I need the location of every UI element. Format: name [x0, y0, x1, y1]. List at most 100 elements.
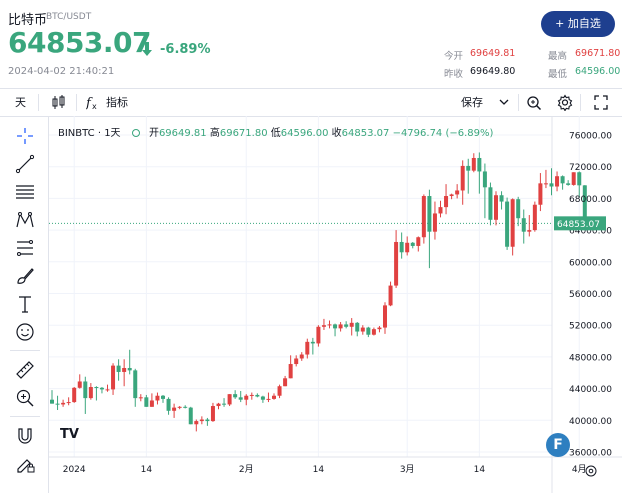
draw-lock-icon[interactable]: [14, 453, 36, 475]
asset-name: 比特币: [8, 13, 48, 28]
candle-body: [399, 241, 404, 253]
candle-body: [227, 394, 232, 405]
candle-body: [532, 204, 537, 231]
last-price-badge: [554, 216, 606, 231]
candle-body: [260, 396, 265, 400]
axis-settings-icon: [588, 468, 594, 474]
ruler-icon[interactable]: [14, 359, 36, 381]
candle-body: [321, 325, 326, 327]
zoom-in-icon[interactable]: [14, 387, 36, 409]
zoom-search-icon[interactable]: [526, 94, 542, 111]
gear-icon[interactable]: [557, 94, 573, 111]
legend-close-value: 64853.07: [341, 128, 390, 139]
floating-badge[interactable]: F: [546, 433, 570, 457]
candle-body: [88, 387, 93, 399]
candle-body: [516, 199, 521, 219]
high-label: 最高: [548, 51, 568, 62]
magnet-icon[interactable]: [14, 425, 36, 447]
candle-body: [566, 183, 571, 185]
candle-body: [499, 195, 504, 202]
price-chart[interactable]: 36000.00 40000.00 44000.00 48000.00 52000.00…: [49, 116, 622, 493]
horizontal-lines-icon[interactable]: [14, 181, 36, 203]
toolbar-divider: [518, 94, 519, 111]
axis-settings-icon: [585, 465, 597, 477]
toolbar-divider: [76, 94, 77, 111]
y-tick-label: 72000.00: [569, 163, 612, 173]
emoji-icon[interactable]: [14, 321, 36, 343]
fullscreen-icon[interactable]: [593, 94, 609, 111]
interval-button[interactable]: 天: [15, 96, 26, 109]
candle-body: [77, 381, 82, 388]
candle-body: [144, 397, 149, 407]
legend-symbol: BINBTC · 1天: [58, 128, 121, 139]
candle-body: [432, 213, 437, 232]
candle-body: [233, 394, 238, 398]
legend-change: −4796.74 (−6.89%): [392, 128, 494, 139]
candle-body: [161, 395, 165, 399]
candle-body: [66, 402, 71, 404]
candle-body: [316, 326, 321, 344]
brush-icon[interactable]: [14, 265, 36, 287]
y-tick-label: 48000.00: [569, 353, 612, 363]
x-tick-label: 2月: [239, 464, 254, 475]
candle-body: [477, 157, 482, 172]
drawing-tools-sidebar: [0, 116, 49, 493]
indicators-button[interactable]: 指标: [106, 96, 128, 109]
high-value: 69671.80: [575, 48, 621, 59]
candle-body: [127, 367, 132, 371]
candle-body: [199, 419, 204, 422]
candle-body: [344, 324, 349, 327]
candles-icon[interactable]: [51, 94, 67, 111]
candle-body: [438, 207, 443, 214]
candle-body: [149, 400, 154, 407]
add-watchlist-button[interactable]: + 加自选: [541, 11, 615, 37]
candle-body: [482, 171, 487, 188]
quote-header: 比特币 BTC/USDT 64853.07 -6.89% 2024-04-02 …: [0, 0, 622, 88]
candle-body: [416, 237, 421, 246]
pattern-icon[interactable]: [14, 209, 36, 231]
x-tick-label: 14: [474, 465, 486, 475]
chart-toolbar: 天 f x 指标 保存: [0, 88, 622, 117]
candle-body: [166, 398, 171, 411]
candle-body: [494, 195, 498, 220]
candle-body: [460, 165, 465, 191]
candle-body: [94, 387, 99, 389]
fib-retracement-icon[interactable]: [14, 237, 36, 259]
text-tool-icon[interactable]: [14, 293, 36, 315]
candle-body: [455, 190, 460, 195]
candle-body: [405, 242, 410, 253]
low-label: 最低: [548, 69, 568, 80]
candle-body: [283, 378, 288, 387]
candle-body: [310, 341, 315, 344]
tools-divider: [10, 416, 40, 417]
candle-body: [172, 407, 177, 411]
save-button[interactable]: 保存: [461, 96, 483, 109]
legend-high-label: 高: [209, 128, 220, 139]
chevron-down-icon[interactable]: [498, 94, 510, 111]
candle-body: [410, 242, 415, 246]
y-tick-label: 40000.00: [569, 417, 612, 427]
candle-body: [577, 172, 582, 186]
candle-body: [222, 403, 227, 405]
candle-body: [488, 187, 493, 220]
last-price-label: 64853.07: [557, 220, 600, 230]
candle-body: [444, 196, 449, 208]
candle-body: [216, 403, 221, 407]
price-change-pct: -6.89%: [160, 42, 211, 57]
candle-body: [549, 183, 554, 187]
candle-body: [294, 358, 299, 365]
candle-body: [288, 364, 293, 379]
candle-body: [505, 201, 510, 247]
candle-body: [249, 394, 254, 396]
candle-body: [555, 176, 560, 187]
candle-body: [272, 395, 276, 399]
candle-body: [355, 322, 360, 332]
candle-body: [449, 194, 454, 197]
candle-body: [138, 397, 143, 399]
svg-text:x: x: [92, 102, 97, 111]
crosshair-icon[interactable]: [14, 125, 36, 147]
toolbar-divider: [580, 94, 581, 111]
candle-body: [543, 183, 548, 185]
candle-body: [183, 406, 188, 408]
trend-line-icon[interactable]: [14, 153, 36, 175]
